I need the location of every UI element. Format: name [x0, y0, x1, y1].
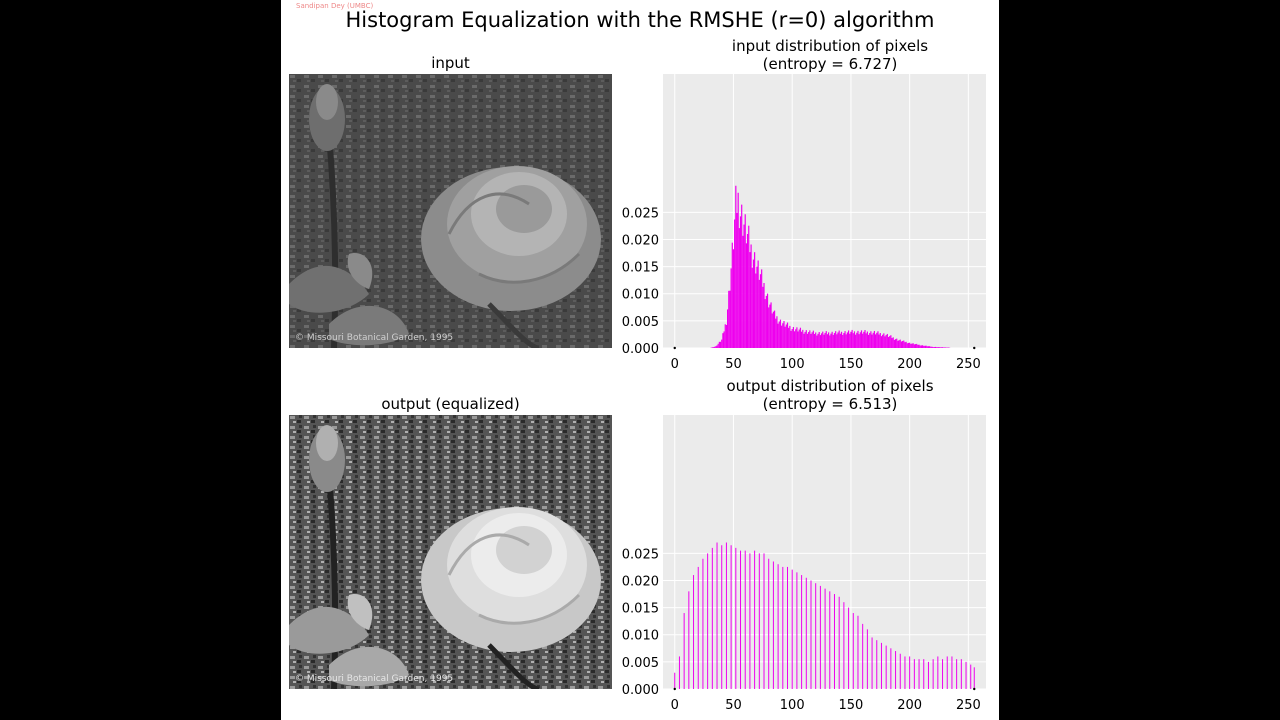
x-tick-label: 200	[897, 698, 922, 713]
output-histogram-svg: 0.000 0.005 0.010 0.015 0.020 0.025 0 50 100 150 2…	[622, 415, 986, 713]
baseline-marker	[973, 687, 976, 691]
y-tick-label: 0.015	[622, 261, 659, 276]
y-tick-label: 0.000	[622, 683, 659, 698]
output-hist-title-line1: output distribution of pixels	[726, 377, 934, 395]
output-histogram: 0.000 0.005 0.010 0.015 0.020 0.025 0 50 100 150 2…	[611, 415, 996, 715]
input-image-title: input	[431, 54, 470, 72]
x-tick-label: 0	[671, 698, 679, 713]
y-tick-label: 0.025	[622, 547, 659, 562]
output-image-title: output (equalized)	[381, 395, 520, 413]
y-tick-label: 0.010	[622, 288, 659, 303]
input-hist-title-line1: input distribution of pixels	[731, 37, 929, 55]
x-tick-label: 100	[780, 357, 805, 372]
x-tick-label: 150	[839, 698, 864, 713]
figure-canvas: Sandipan Dey (UMBC) Histogram Equalizati…	[281, 0, 999, 720]
input-histogram: 0.000 0.005 0.010 0.015 0.020 0.025 0 50 100 150 2…	[611, 74, 996, 374]
y-tick-label: 0.025	[622, 206, 659, 221]
y-tick-label: 0.020	[622, 233, 659, 248]
y-tick-label: 0.005	[622, 656, 659, 671]
x-tick-label: 50	[725, 698, 742, 713]
baseline-marker	[673, 687, 676, 691]
input-hist-title: input distribution of pixels (entropy = …	[669, 37, 991, 73]
figure-title: Histogram Equalization with the RMSHE (r…	[345, 8, 935, 32]
x-tick-label: 100	[780, 698, 805, 713]
baseline-marker	[973, 346, 976, 350]
input-hist-title-line2: (entropy = 6.727)	[762, 55, 898, 73]
output-hist-title-line2: (entropy = 6.513)	[762, 395, 898, 413]
input-image: © Missouri Botanical Garden, 1995	[289, 74, 612, 348]
x-tick-label: 200	[897, 357, 922, 372]
y-tick-label: 0.015	[622, 602, 659, 617]
baseline-marker	[673, 346, 676, 350]
y-tick-label: 0.000	[622, 342, 659, 357]
x-tick-label: 150	[839, 357, 864, 372]
x-tick-label: 250	[956, 357, 981, 372]
plot-area	[663, 74, 986, 348]
plot-area	[663, 415, 986, 689]
input-image-caption: © Missouri Botanical Garden, 1995	[295, 333, 453, 343]
y-tick-label: 0.005	[622, 315, 659, 330]
output-rose-image: © Missouri Botanical Garden, 1995	[289, 415, 612, 689]
x-tick-label: 250	[956, 698, 981, 713]
y-tick-label: 0.010	[622, 629, 659, 644]
input-rose-image: © Missouri Botanical Garden, 1995	[289, 74, 612, 348]
x-tick-label: 0	[671, 357, 679, 372]
output-hist-title: output distribution of pixels (entropy =…	[669, 377, 991, 413]
output-image: © Missouri Botanical Garden, 1995	[289, 415, 612, 689]
input-histogram-svg: 0.000 0.005 0.010 0.015 0.020 0.025 0 50 100 150 2…	[622, 74, 986, 372]
watermark: Sandipan Dey (UMBC)	[296, 2, 374, 10]
y-tick-label: 0.020	[622, 574, 659, 589]
x-tick-label: 50	[725, 357, 742, 372]
output-image-caption: © Missouri Botanical Garden, 1995	[295, 674, 453, 684]
